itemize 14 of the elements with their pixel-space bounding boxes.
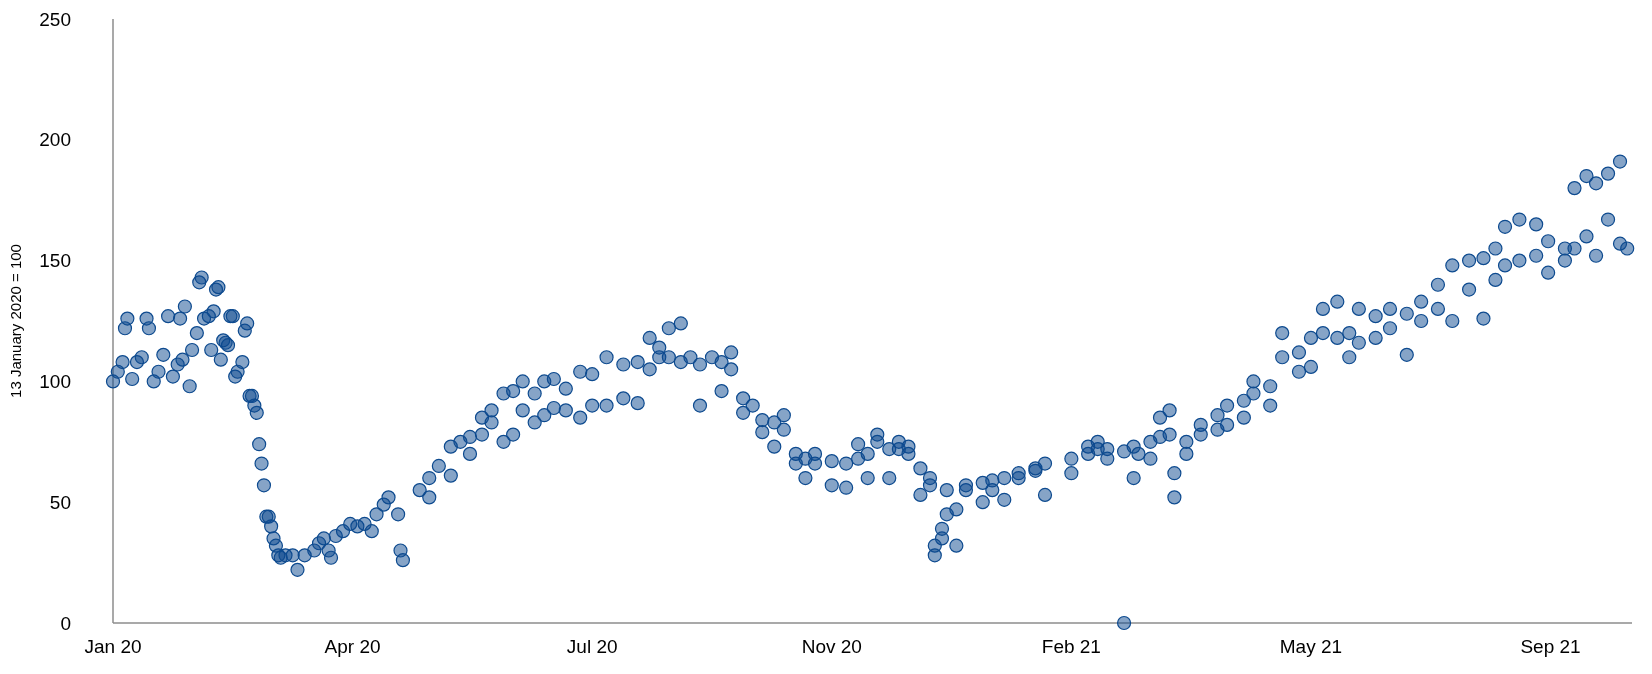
- x-tick-label: Nov 20: [801, 636, 862, 657]
- y-tick-label: 50: [49, 491, 71, 513]
- x-tick-label: Feb 21: [1041, 636, 1101, 657]
- y-axis-title: 13 January 2020 = 100: [7, 244, 24, 398]
- x-tick-label: Sep 21: [1520, 636, 1581, 657]
- y-tick-label: 200: [39, 129, 71, 151]
- y-tick-label: 150: [39, 250, 71, 272]
- x-tick-label: Apr 20: [324, 636, 381, 657]
- y-tick-label: 250: [39, 8, 71, 30]
- x-tick-label: May 21: [1279, 636, 1343, 657]
- x-tick-label: Jan 20: [84, 636, 142, 657]
- x-tick-label: Jul 20: [566, 636, 618, 657]
- y-tick-label: 0: [60, 612, 71, 634]
- y-tick-label: 100: [39, 371, 71, 393]
